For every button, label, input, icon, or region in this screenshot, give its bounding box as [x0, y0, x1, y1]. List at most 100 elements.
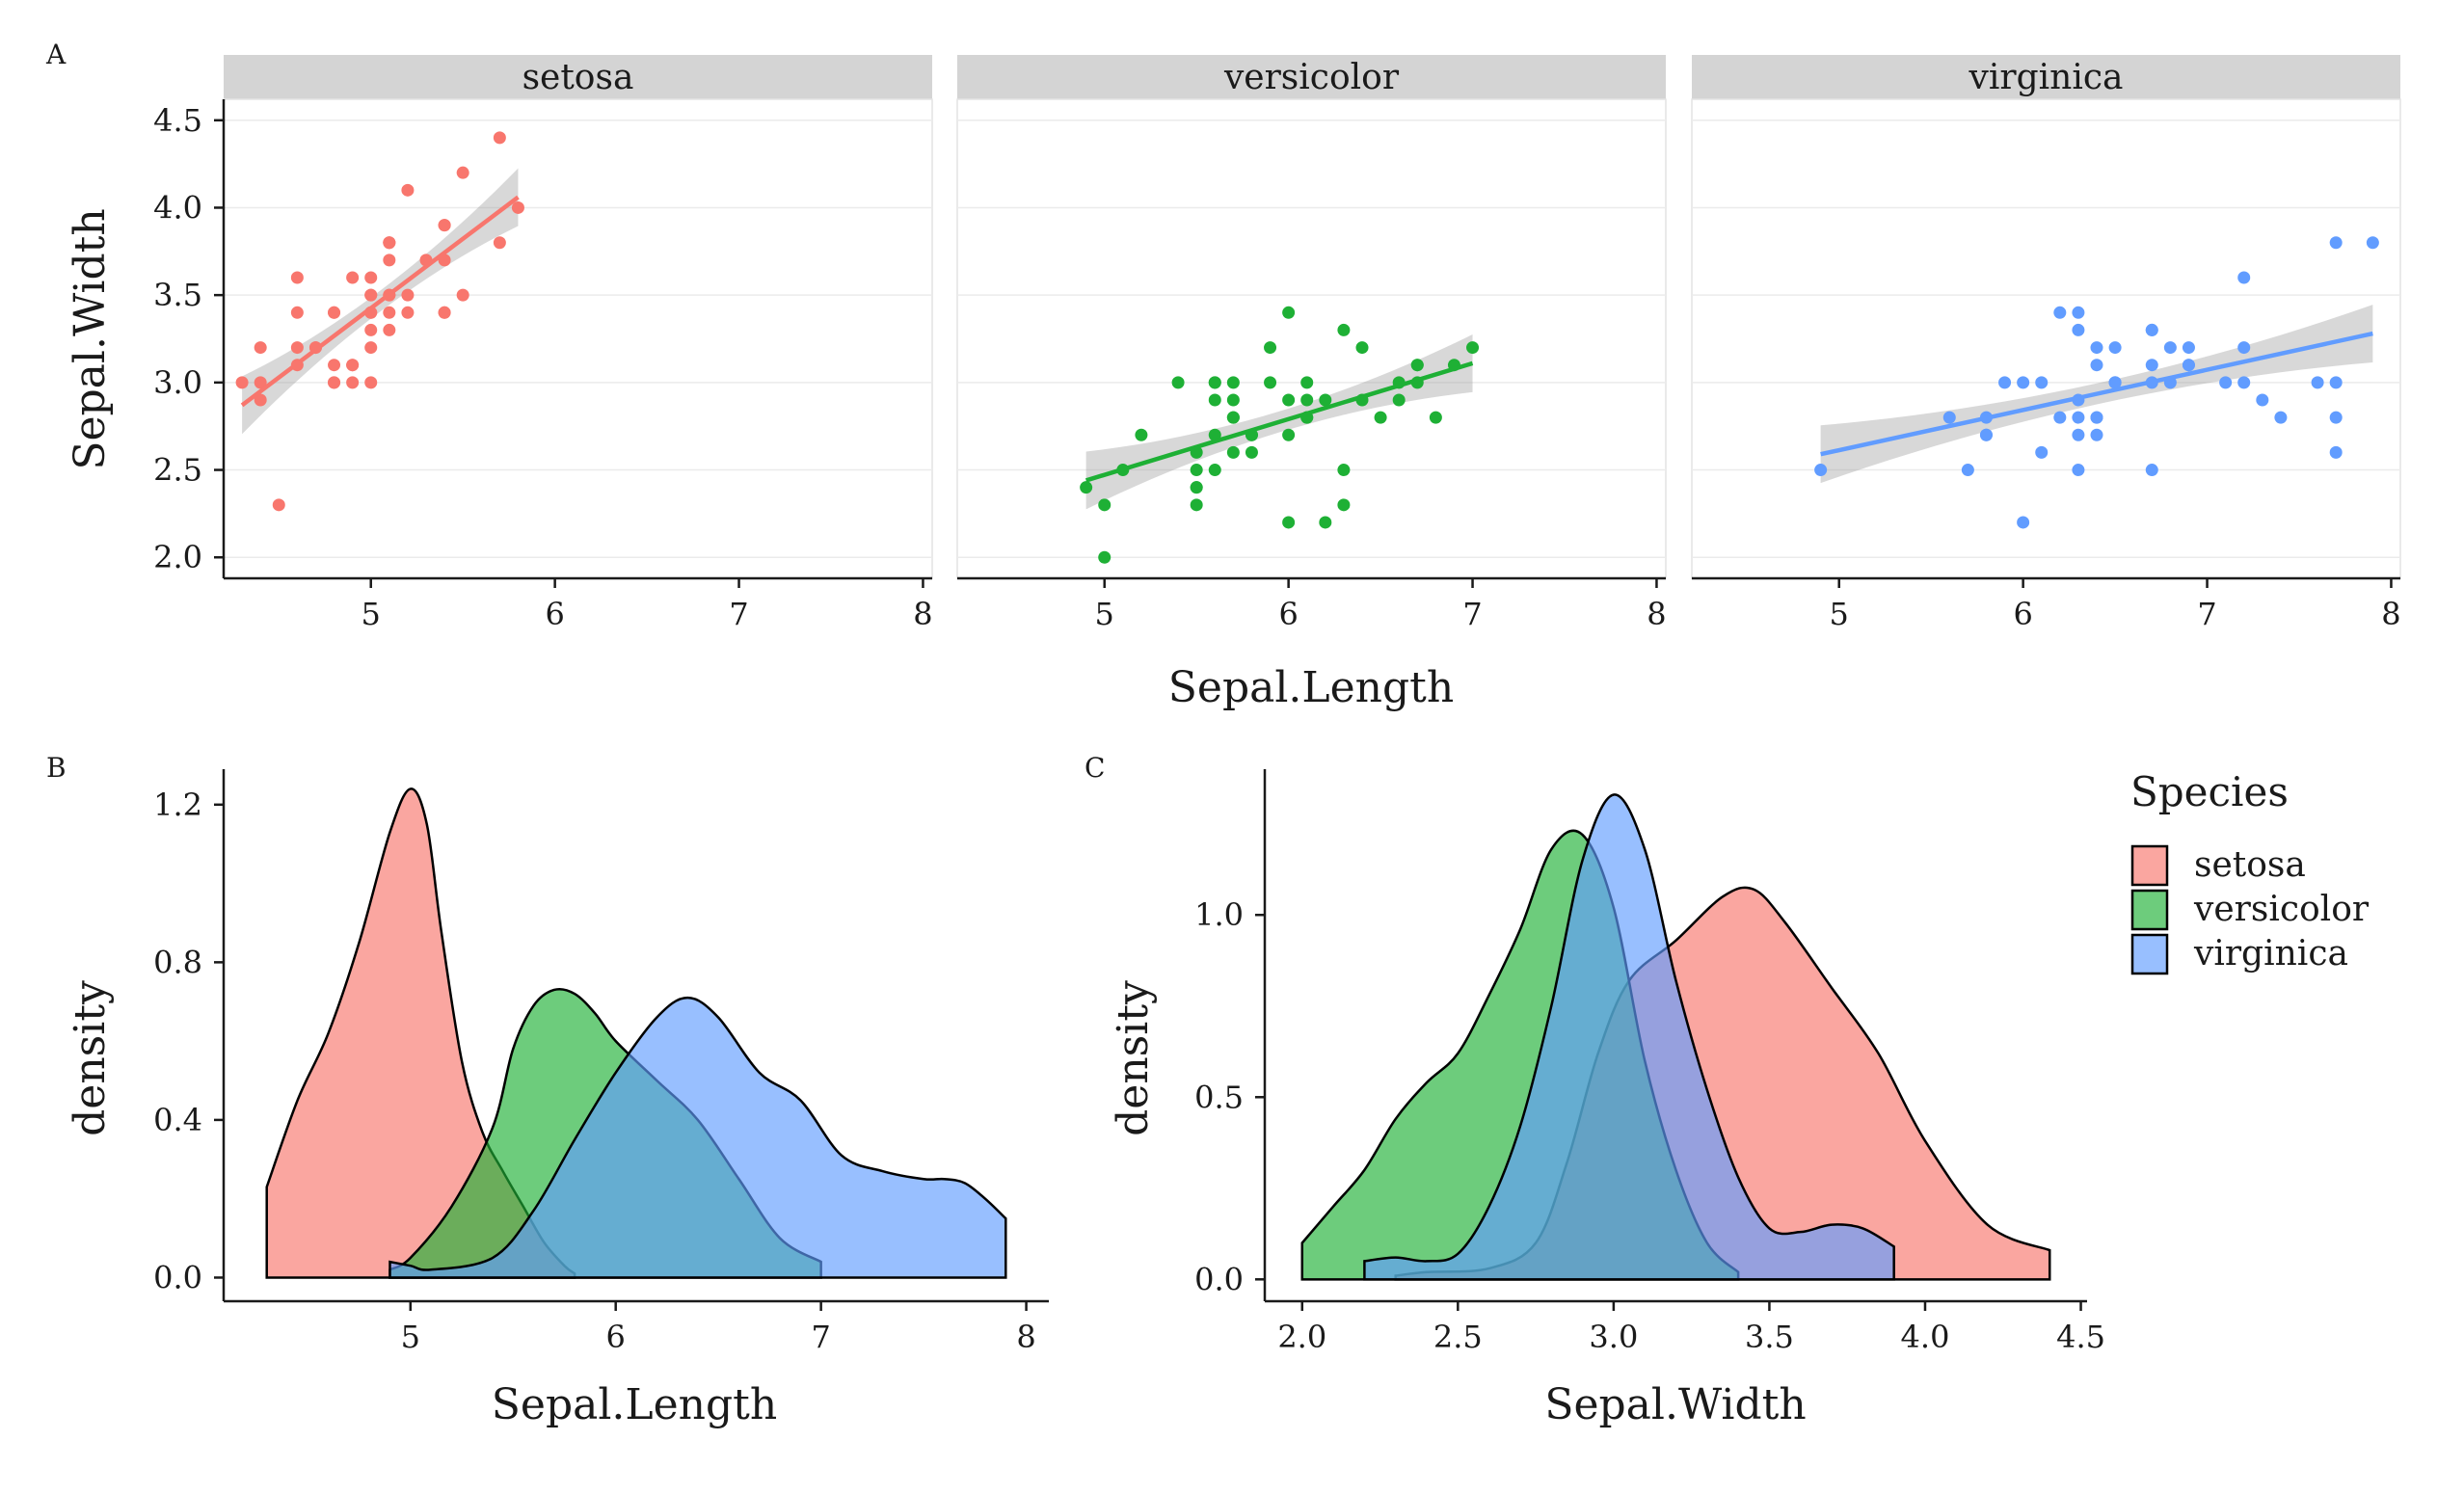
data-point — [1080, 481, 1093, 494]
data-point — [2072, 464, 2085, 477]
panel-background — [1691, 98, 2401, 579]
facet-strip-label: virginica — [1969, 58, 2124, 97]
x-tick-label: 3.0 — [1589, 1319, 1638, 1355]
legend-label-versicolor: versicolor — [2193, 890, 2370, 929]
data-point — [1392, 393, 1406, 407]
data-point — [328, 376, 341, 389]
data-point — [1245, 445, 1258, 459]
legend-key-versicolor — [2130, 889, 2169, 931]
x-tick-label: 2.5 — [1433, 1319, 1483, 1355]
legend: Species setosa versicolor virginica — [2130, 768, 2370, 975]
data-point — [2237, 341, 2251, 355]
density-area-virginica — [388, 996, 1007, 1279]
data-point — [364, 376, 378, 389]
y-tick-label: 0.0 — [1194, 1261, 1244, 1297]
data-point — [2072, 428, 2085, 441]
density-area-virginica — [1363, 793, 1895, 1281]
data-point — [1300, 393, 1314, 407]
data-point — [2108, 341, 2122, 355]
x-tick-label: 8 — [1647, 596, 1666, 632]
data-point — [254, 341, 267, 355]
data-point — [2145, 359, 2158, 372]
data-point — [2145, 464, 2158, 477]
x-tick-label: 4.5 — [2056, 1319, 2105, 1355]
x-tick-label: 5 — [1830, 596, 1849, 632]
data-point — [1226, 376, 1240, 389]
data-point — [1337, 498, 1351, 512]
regression-line — [1085, 360, 1474, 483]
panel-background — [956, 98, 1667, 579]
data-point — [2035, 376, 2049, 389]
data-point — [1208, 464, 1221, 477]
legend-key-setosa — [2130, 844, 2169, 887]
data-point — [401, 288, 415, 302]
x-tick-label: 5 — [1095, 596, 1114, 632]
data-point — [1190, 464, 1203, 477]
data-point — [2053, 306, 2067, 319]
data-point — [1282, 306, 1296, 319]
data-point — [401, 306, 415, 319]
y-tick-label: 3.0 — [153, 364, 202, 401]
x-tick-label: 8 — [2381, 596, 2400, 632]
data-point — [235, 376, 249, 389]
data-point — [493, 131, 506, 145]
data-point — [1282, 516, 1296, 529]
x-tick-label: 7 — [729, 596, 748, 632]
data-point — [383, 236, 396, 250]
data-point — [2329, 411, 2343, 424]
x-tick-label: 6 — [606, 1319, 626, 1355]
data-point — [1226, 445, 1240, 459]
y-tick-label: 2.5 — [153, 452, 202, 489]
data-point — [364, 323, 378, 336]
data-point — [1319, 393, 1332, 407]
data-point — [364, 288, 378, 302]
data-point — [401, 183, 415, 197]
data-point — [438, 306, 451, 319]
data-point — [456, 288, 469, 302]
data-point — [2182, 341, 2195, 355]
facet-setosa: setosa 5 6 7 8 — [223, 55, 933, 632]
data-point — [2329, 236, 2343, 250]
x-tick-label: 4.0 — [1901, 1319, 1950, 1355]
data-point — [1226, 393, 1240, 407]
data-point — [1264, 376, 1277, 389]
y-axis-title: Sepal.Width — [66, 208, 115, 469]
data-point — [1282, 428, 1296, 441]
data-point — [290, 306, 304, 319]
y-tick-label: 1.0 — [1194, 896, 1244, 933]
data-point — [511, 200, 524, 214]
y-tick-label: 0.8 — [153, 944, 202, 980]
facet-virginica: virginica 5 6 7 8 — [1691, 55, 2401, 632]
facet-strip-label: setosa — [522, 58, 634, 97]
legend-label-setosa: setosa — [2194, 845, 2306, 885]
y-axis-a: 2.0 2.5 3.0 3.5 4.0 4.5 — [153, 99, 226, 578]
data-point — [1429, 411, 1442, 424]
data-point — [364, 271, 378, 284]
panel-tag: B — [46, 752, 67, 784]
legend-key-virginica — [2130, 933, 2169, 975]
data-point — [1942, 411, 1956, 424]
data-point — [383, 323, 396, 336]
y-tick-label: 0.0 — [153, 1259, 202, 1295]
x-axis-title: Sepal.Length — [1168, 663, 1454, 712]
panel-tag: C — [1085, 752, 1105, 784]
regression-line — [1820, 331, 2373, 457]
data-point — [1190, 498, 1203, 512]
panel-b: B 5 6 7 8 0.0 0.4 0.8 1.2 Sepal.Length density — [46, 752, 1049, 1429]
x-tick-label: 7 — [2197, 596, 2216, 632]
data-point — [1135, 428, 1148, 441]
facet-strip — [1692, 55, 2400, 99]
x-tick-label: 8 — [1016, 1319, 1035, 1355]
data-point — [1190, 481, 1203, 494]
x-tick-label: 2.0 — [1277, 1319, 1326, 1355]
data-point — [2237, 271, 2251, 284]
data-point — [438, 219, 451, 232]
data-point — [2329, 445, 2343, 459]
data-point — [456, 166, 469, 179]
data-point — [328, 359, 341, 372]
data-point — [1098, 550, 1111, 564]
data-point — [2090, 428, 2103, 441]
data-point — [2237, 376, 2251, 389]
data-point — [254, 376, 267, 389]
